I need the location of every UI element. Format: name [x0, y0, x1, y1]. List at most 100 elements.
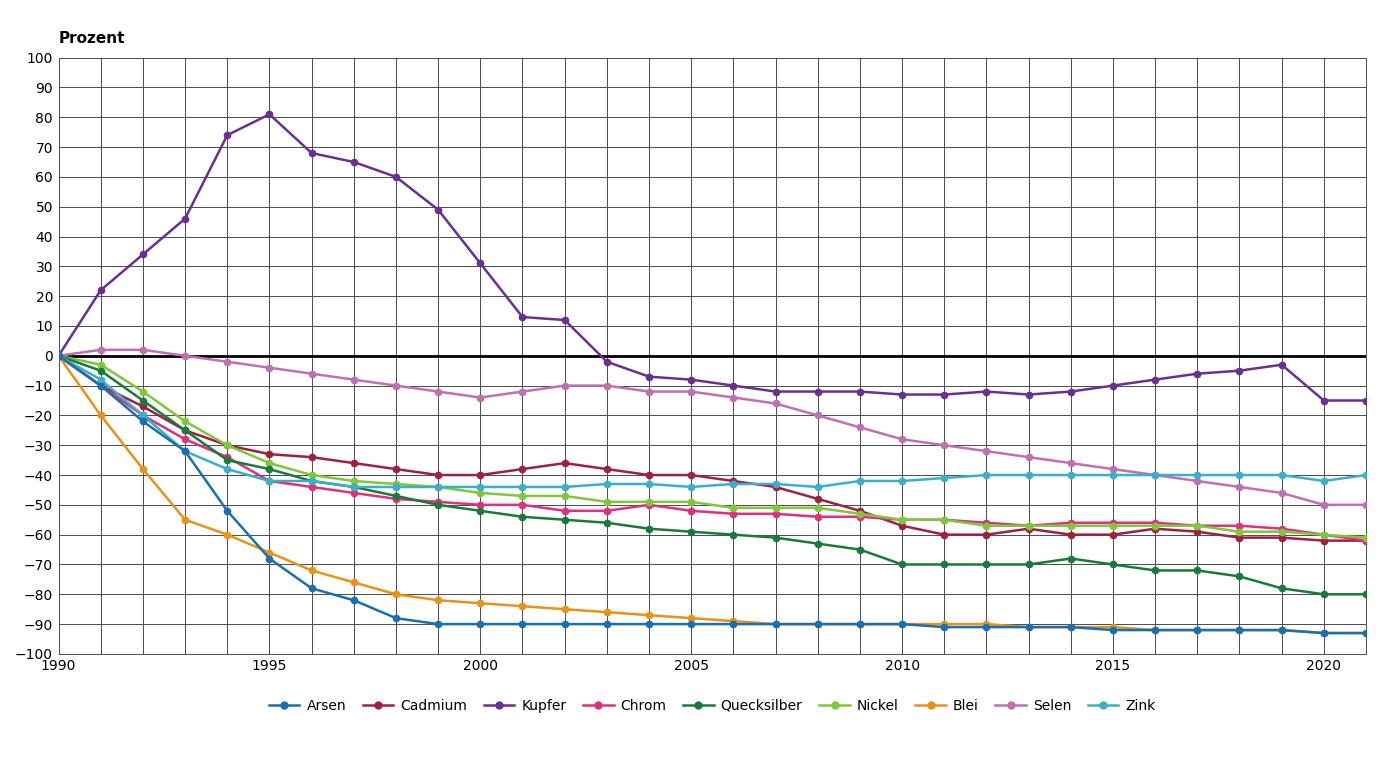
Bar — [396, 177, 438, 207]
Bar — [733, 415, 776, 445]
Quecksilber — [978, 560, 994, 569]
Bar — [945, 237, 986, 266]
Bar — [776, 207, 818, 237]
Arsen — [177, 447, 193, 456]
Bar — [396, 386, 438, 415]
Bar — [1282, 326, 1324, 356]
Bar — [185, 28, 228, 58]
Bar — [228, 87, 269, 117]
Bar — [818, 475, 860, 505]
Bar — [818, 296, 860, 326]
Bar — [58, 58, 101, 87]
Bar — [1324, 356, 1366, 386]
Bar — [1029, 28, 1070, 58]
Bar — [1324, 207, 1366, 237]
Bar — [776, 207, 818, 237]
Kupfer — [261, 109, 278, 119]
Bar — [1324, 386, 1366, 415]
Bar — [1155, 386, 1197, 415]
Kupfer — [978, 387, 994, 396]
Bar — [986, 415, 1029, 445]
Bar — [733, 117, 776, 147]
Bar — [269, 28, 312, 58]
Quecksilber — [50, 351, 66, 361]
Bar — [1113, 207, 1155, 237]
Bar — [312, 594, 354, 624]
Bar — [818, 28, 860, 58]
Bar — [101, 28, 142, 58]
Bar — [1366, 356, 1381, 386]
Bar — [185, 58, 228, 87]
Bar — [818, 326, 860, 356]
Bar — [606, 565, 649, 594]
Bar — [565, 207, 606, 237]
Bar — [986, 117, 1029, 147]
Bar — [312, 237, 354, 266]
Bar — [312, 117, 354, 147]
Bar — [606, 237, 649, 266]
Bar — [354, 356, 396, 386]
Bar — [1197, 237, 1240, 266]
Bar — [269, 386, 312, 415]
Bar — [1029, 356, 1070, 386]
Bar — [860, 415, 902, 445]
Bar — [986, 386, 1029, 415]
Bar — [1324, 28, 1366, 58]
Bar — [902, 207, 945, 237]
Chrom — [809, 512, 826, 522]
Bar — [986, 177, 1029, 207]
Bar — [565, 475, 606, 505]
Bar — [312, 237, 354, 266]
Bar — [522, 207, 565, 237]
Bar — [396, 565, 438, 594]
Bar — [396, 266, 438, 296]
Bar — [1282, 535, 1324, 565]
Bar — [269, 207, 312, 237]
Bar — [522, 28, 565, 58]
Bar — [860, 386, 902, 415]
Bar — [565, 177, 606, 207]
Bar — [481, 594, 522, 624]
Bar — [986, 87, 1029, 117]
Bar — [649, 237, 690, 266]
Bar — [818, 177, 860, 207]
Bar — [1155, 177, 1197, 207]
Bar — [438, 415, 481, 445]
Bar — [1197, 237, 1240, 266]
Cadmium — [1316, 536, 1333, 545]
Bar — [860, 475, 902, 505]
Bar — [860, 58, 902, 87]
Bar — [986, 475, 1029, 505]
Bar — [101, 415, 142, 445]
Bar — [396, 475, 438, 505]
Bar — [902, 386, 945, 415]
Bar — [860, 177, 902, 207]
Blei — [134, 465, 151, 474]
Bar — [142, 296, 185, 326]
Bar — [565, 535, 606, 565]
Bar — [1324, 594, 1366, 624]
Bar — [565, 58, 606, 87]
Bar — [269, 117, 312, 147]
Bar — [986, 535, 1029, 565]
Bar — [438, 147, 481, 177]
Zink — [936, 473, 953, 483]
Zink — [598, 480, 615, 489]
Bar — [269, 565, 312, 594]
Bar — [58, 445, 101, 475]
Kupfer — [50, 351, 66, 361]
Bar — [1155, 415, 1197, 445]
Bar — [354, 624, 396, 654]
Bar — [354, 386, 396, 415]
Cadmium — [978, 530, 994, 540]
Bar — [986, 356, 1029, 386]
Bar — [1240, 266, 1282, 296]
Bar — [1113, 177, 1155, 207]
Bar — [945, 356, 986, 386]
Bar — [396, 624, 438, 654]
Bar — [860, 356, 902, 386]
Bar — [58, 624, 101, 654]
Bar — [1155, 87, 1197, 117]
Arsen — [557, 619, 573, 629]
Bar — [1324, 535, 1366, 565]
